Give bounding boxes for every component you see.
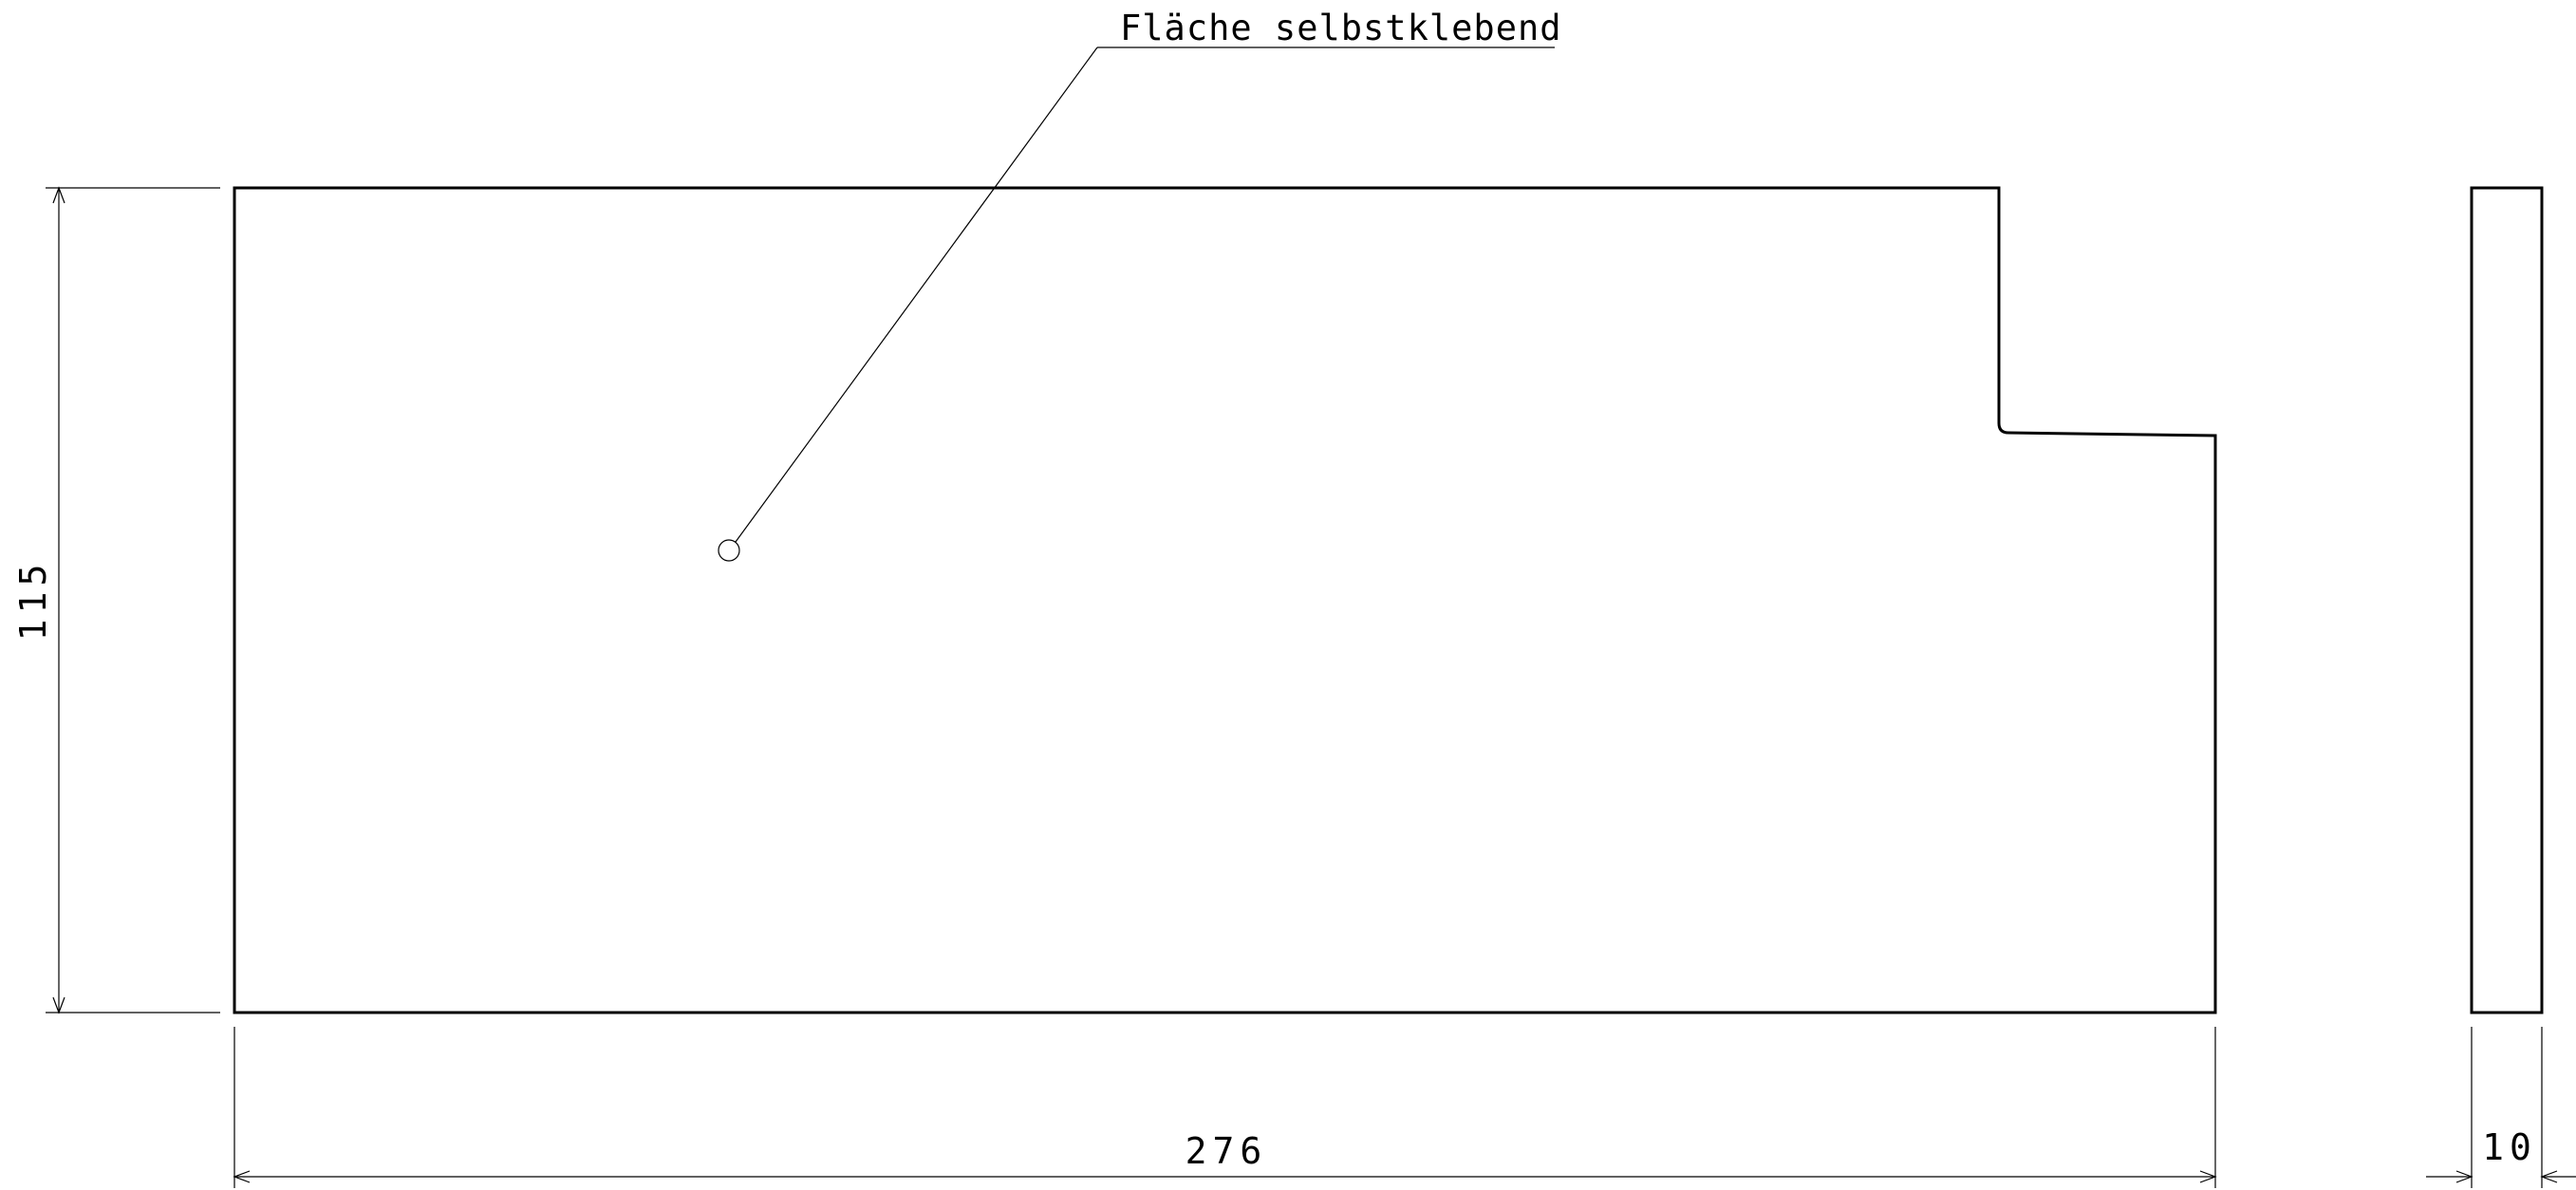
- arrowhead-top: [52, 186, 65, 204]
- side-view-outline: [2470, 186, 2544, 1014]
- arrowhead-thickness-left: [2455, 1170, 2473, 1183]
- front-view-outline: [233, 186, 2217, 1014]
- arrowhead-right: [2199, 1170, 2217, 1183]
- arrowhead-bottom: [52, 996, 65, 1014]
- callout-marker: [718, 539, 740, 562]
- arrowhead-left: [233, 1170, 251, 1183]
- thickness-dimension: 10: [2426, 1027, 2576, 1188]
- thickness-dimension-label: 10: [2482, 1126, 2537, 1168]
- callout-leader: Fläche selbstklebend: [718, 8, 1562, 562]
- length-dimension-label: 276: [1185, 1130, 1268, 1172]
- height-dimension-label: 115: [12, 559, 54, 641]
- leader-line: [735, 46, 1098, 543]
- height-dimension: 115: [12, 186, 220, 1014]
- length-dimension: 276: [233, 1027, 2217, 1188]
- callout-label: Fläche selbstklebend: [1120, 8, 1562, 48]
- arrowhead-thickness-right: [2540, 1170, 2558, 1183]
